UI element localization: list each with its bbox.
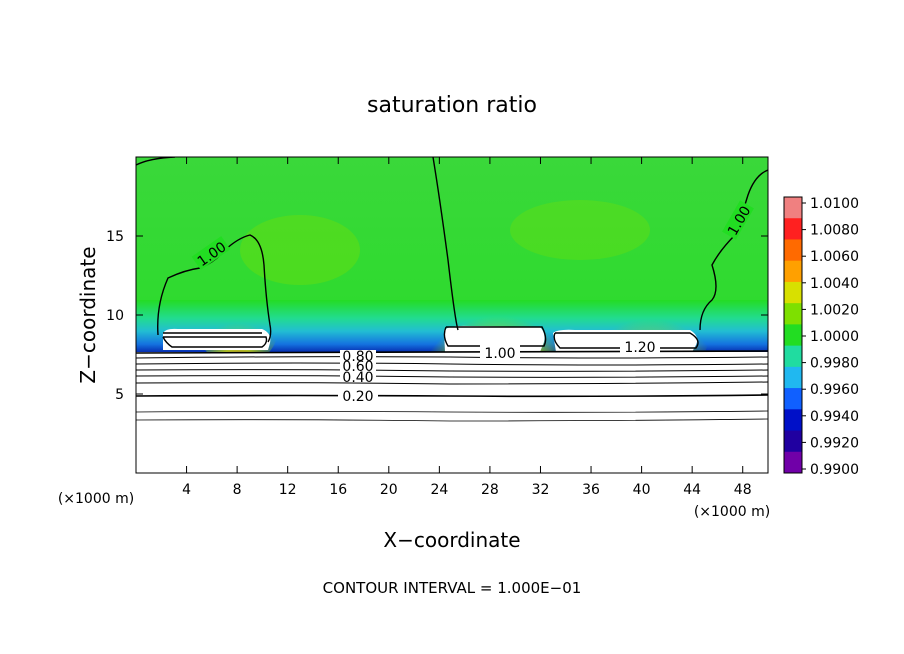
colorbar-swatch — [784, 409, 802, 432]
colorbar-swatch — [784, 260, 802, 283]
x-tick-label: 32 — [532, 482, 550, 498]
y-tick-label: 5 — [115, 387, 124, 403]
colorbar-swatch — [784, 345, 802, 368]
colorbar: 1.0100 1.0080 1.0060 1.0040 1.0020 1.0000 0.99… — [783, 196, 859, 478]
x-tick-label: 48 — [734, 482, 752, 498]
x-tick-label: 8 — [233, 482, 242, 498]
colorbar-swatch — [784, 218, 802, 240]
colorbar-label: 1.0000 — [810, 329, 859, 345]
y-tick-label: 15 — [106, 229, 124, 245]
contour-label: 0.40 — [342, 370, 373, 386]
colorbar-label: 0.9980 — [810, 356, 859, 372]
x-tick-label: 40 — [633, 482, 651, 498]
colorbar-label: 1.0020 — [810, 302, 859, 318]
colorbar-swatch — [784, 366, 802, 389]
x-tick-label: 4 — [182, 482, 191, 498]
colorbar-swatch — [784, 197, 802, 219]
x-tick-label: 16 — [329, 482, 347, 498]
x-tick-label: 24 — [430, 482, 448, 498]
y-unit-label: (×1000 m) — [58, 491, 134, 507]
colorbar-swatch — [784, 324, 802, 347]
x-unit-label: (×1000 m) — [694, 504, 770, 520]
y-axis-label: Z−coordinate — [76, 246, 100, 383]
colorbar-swatch — [784, 281, 802, 304]
colorbar-swatch — [784, 451, 802, 474]
colorbar-label: 0.9900 — [810, 462, 859, 478]
colorbar-label: 1.0040 — [810, 276, 859, 292]
colorbar-swatch — [784, 388, 802, 410]
colorbar-label: 0.9920 — [810, 435, 859, 451]
contour-lines — [136, 157, 768, 422]
colorbar-swatch — [784, 303, 802, 325]
colorbar-label: 0.9960 — [810, 382, 859, 398]
contour-label: 0.60 — [342, 359, 373, 375]
x-tick-label: 20 — [380, 482, 398, 498]
contour-label-group: 1.00 1.00 1.00 1.20 0.80 0.60 0.40 0.20 — [191, 200, 754, 405]
colorbar-label: 1.0060 — [810, 249, 859, 265]
colorbar-label: 0.9940 — [810, 409, 859, 425]
x-tick-label: 44 — [683, 482, 701, 498]
y-axis: 5 10 15 — [106, 229, 768, 403]
x-tick-label: 36 — [582, 482, 600, 498]
heatmap-field: 1.00 1.00 1.00 1.20 0.80 0.60 0.40 0.20 — [136, 157, 768, 473]
colorbar-label: 1.0080 — [810, 223, 859, 239]
colorbar-label: 1.0100 — [810, 196, 859, 212]
y-tick-label: 10 — [106, 308, 124, 324]
contour-label: 1.00 — [484, 346, 515, 362]
contour-label: 0.20 — [342, 389, 373, 405]
colorbar-swatch — [784, 239, 802, 262]
contour-label: 1.20 — [624, 340, 655, 356]
x-tick-label: 28 — [481, 482, 499, 498]
x-tick-label: 12 — [279, 482, 297, 498]
x-axis: 4 8 12 16 20 24 28 32 36 40 44 48 — [182, 157, 752, 498]
colorbar-swatch — [784, 430, 802, 453]
contour-interval-note: CONTOUR INTERVAL = 1.000E−01 — [323, 579, 582, 597]
chart-title: saturation ratio — [367, 93, 537, 118]
x-axis-label: X−coordinate — [383, 528, 520, 552]
